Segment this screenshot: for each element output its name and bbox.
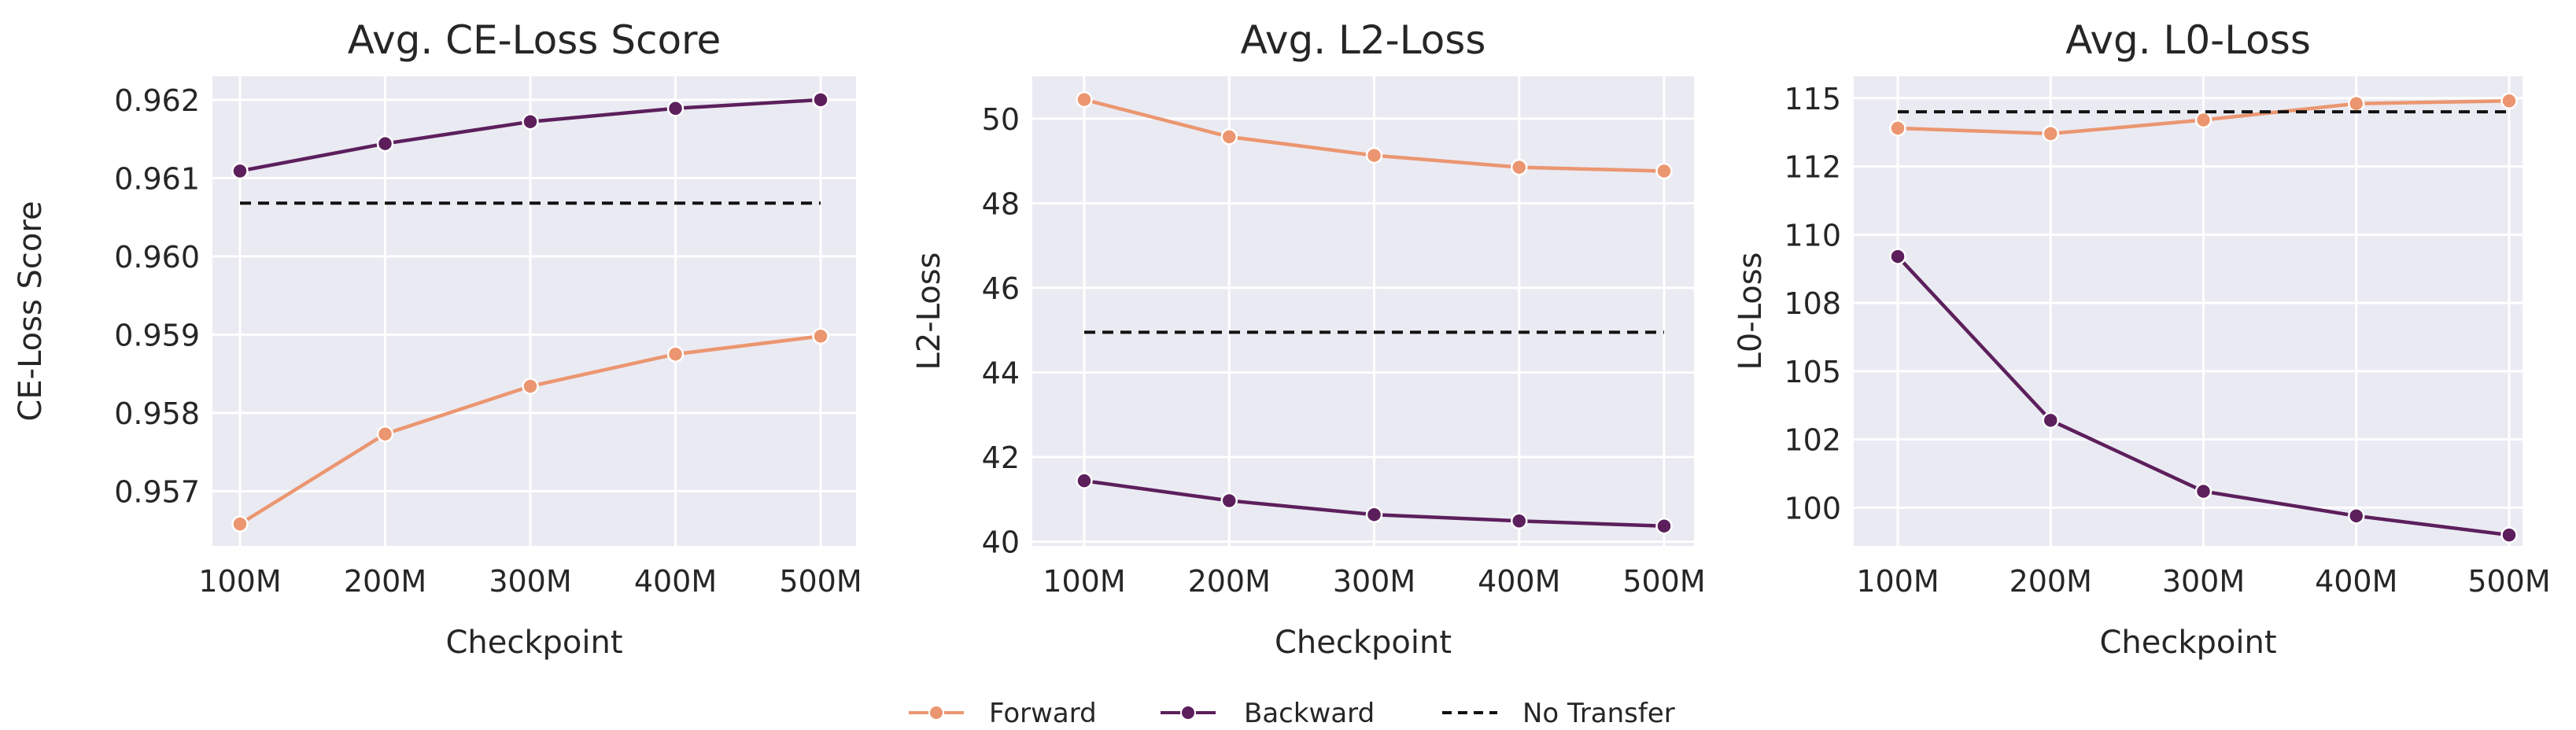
- data-point-forward: [2348, 94, 2365, 112]
- data-point-backward: [2194, 482, 2212, 500]
- x-tick-label: 300M: [489, 564, 571, 599]
- y-tick-label: 42: [982, 441, 1020, 475]
- legend-no-transfer-label: No Transfer: [1522, 698, 1675, 729]
- plot-background: [1854, 76, 2522, 546]
- data-point-forward: [1076, 90, 1093, 109]
- series-forward: [231, 327, 829, 533]
- x-tick-label: 100M: [198, 564, 281, 599]
- series-backward: [1889, 248, 2518, 544]
- data-point-forward: [231, 515, 249, 533]
- x-tick-label: 300M: [2162, 564, 2245, 599]
- y-tick-label: 0.959: [114, 318, 200, 352]
- legend-backward-marker: [1180, 705, 1196, 721]
- data-point-backward: [376, 135, 394, 153]
- data-point-forward: [1889, 120, 1906, 137]
- legend-item-backward: Backward: [1161, 698, 1375, 729]
- x-tick-label: 400M: [1478, 564, 1560, 599]
- legend: Forward Backward No Transfer: [909, 698, 1675, 729]
- x-tick-label: 200M: [344, 564, 426, 599]
- legend-item-forward: Forward: [909, 698, 1097, 729]
- y-tick-label: 0.957: [114, 474, 200, 509]
- data-point-forward: [2500, 92, 2518, 109]
- y-tick-label: 0.958: [114, 396, 200, 431]
- y-tick-label: 0.962: [114, 83, 200, 118]
- series-forward: [1076, 90, 1673, 180]
- y-tick-label: 0.960: [114, 240, 200, 275]
- y-tick-label: 50: [982, 102, 1020, 137]
- series-backward: [1076, 472, 1673, 535]
- x-tick-label: 400M: [2315, 564, 2397, 599]
- data-point-forward: [1655, 162, 1673, 180]
- data-point-backward: [1511, 512, 1528, 530]
- data-point-forward: [812, 327, 829, 345]
- data-point-backward: [1220, 492, 1238, 510]
- y-axis-label: CE-Loss Score: [13, 201, 49, 421]
- x-tick-label: 500M: [2467, 564, 2550, 599]
- series-forward: [1889, 92, 2518, 142]
- y-tick-label: 100: [1784, 491, 1841, 525]
- y-tick-label: 110: [1784, 218, 1841, 253]
- y-tick-label: 0.961: [114, 161, 200, 196]
- data-point-forward: [1220, 128, 1238, 146]
- legend-forward-label: Forward: [989, 698, 1097, 729]
- x-tick-label: 200M: [2010, 564, 2092, 599]
- x-tick-label: 200M: [1188, 564, 1271, 599]
- x-axis-label: Checkpoint: [2099, 625, 2276, 661]
- data-point-backward: [1365, 506, 1383, 523]
- chart-panel-3: 100 102 105 108 110 112 115 100M 200M 300M 400M 500…: [1733, 17, 2551, 661]
- y-tick-label: 102: [1784, 423, 1841, 458]
- x-tick-label: 300M: [1333, 564, 1415, 599]
- chart-panel-2: 40 42 44 46 48 50 100M 200M 300M 400M 500M Avg. L2-…: [911, 17, 1706, 661]
- data-point-backward: [1889, 248, 1906, 265]
- y-tick-label: 112: [1784, 150, 1841, 185]
- chart-title: Avg. L2-Loss: [1241, 17, 1486, 63]
- x-axis-label: Checkpoint: [1275, 625, 1452, 661]
- data-point-backward: [666, 100, 685, 117]
- x-tick-label: 500M: [1622, 564, 1705, 599]
- data-point-backward: [231, 162, 249, 180]
- data-point-forward: [1511, 158, 1528, 176]
- y-tick-label: 44: [982, 356, 1020, 390]
- data-point-backward: [812, 91, 829, 109]
- series-backward: [231, 91, 829, 180]
- y-tick-label: 48: [982, 186, 1020, 221]
- data-point-backward: [522, 112, 539, 131]
- panels: 0.957 0.958 0.959 0.960 0.961 0.962 100M 200M 30…: [13, 17, 2551, 661]
- data-point-forward: [1365, 146, 1383, 164]
- data-point-backward: [1076, 472, 1093, 489]
- data-point-forward: [2194, 111, 2212, 129]
- y-tick-label: 108: [1784, 286, 1841, 321]
- legend-item-no-transfer: No Transfer: [1442, 698, 1675, 729]
- data-point-forward: [2042, 125, 2059, 142]
- data-point-forward: [376, 425, 394, 443]
- y-tick-label: 115: [1784, 82, 1841, 116]
- data-point-forward: [666, 345, 685, 363]
- y-tick-label: 40: [982, 525, 1020, 560]
- x-tick-label: 100M: [1856, 564, 1939, 599]
- chart-panel-1: 0.957 0.958 0.959 0.960 0.961 0.962 100M 200M 30…: [13, 17, 862, 661]
- y-tick-label: 46: [982, 271, 1020, 306]
- data-point-forward: [522, 378, 539, 395]
- x-tick-label: 100M: [1043, 564, 1125, 599]
- chart-title: Avg. L0-Loss: [2065, 17, 2311, 63]
- plot-background: [212, 76, 856, 546]
- chart-title: Avg. CE-Loss Score: [348, 17, 722, 63]
- data-point-backward: [2042, 411, 2059, 430]
- data-point-backward: [2500, 526, 2518, 544]
- y-axis-label: L2-Loss: [911, 253, 947, 371]
- data-point-backward: [2348, 507, 2365, 525]
- x-tick-label: 400M: [634, 564, 717, 599]
- y-tick-label: 105: [1784, 355, 1841, 389]
- x-axis-label: Checkpoint: [445, 625, 622, 661]
- legend-forward-marker: [928, 705, 944, 721]
- legend-backward-label: Backward: [1244, 698, 1375, 729]
- data-point-backward: [1655, 517, 1673, 535]
- y-axis-label: L0-Loss: [1733, 253, 1769, 371]
- x-tick-label: 500M: [779, 564, 862, 599]
- plot-background: [1032, 76, 1694, 546]
